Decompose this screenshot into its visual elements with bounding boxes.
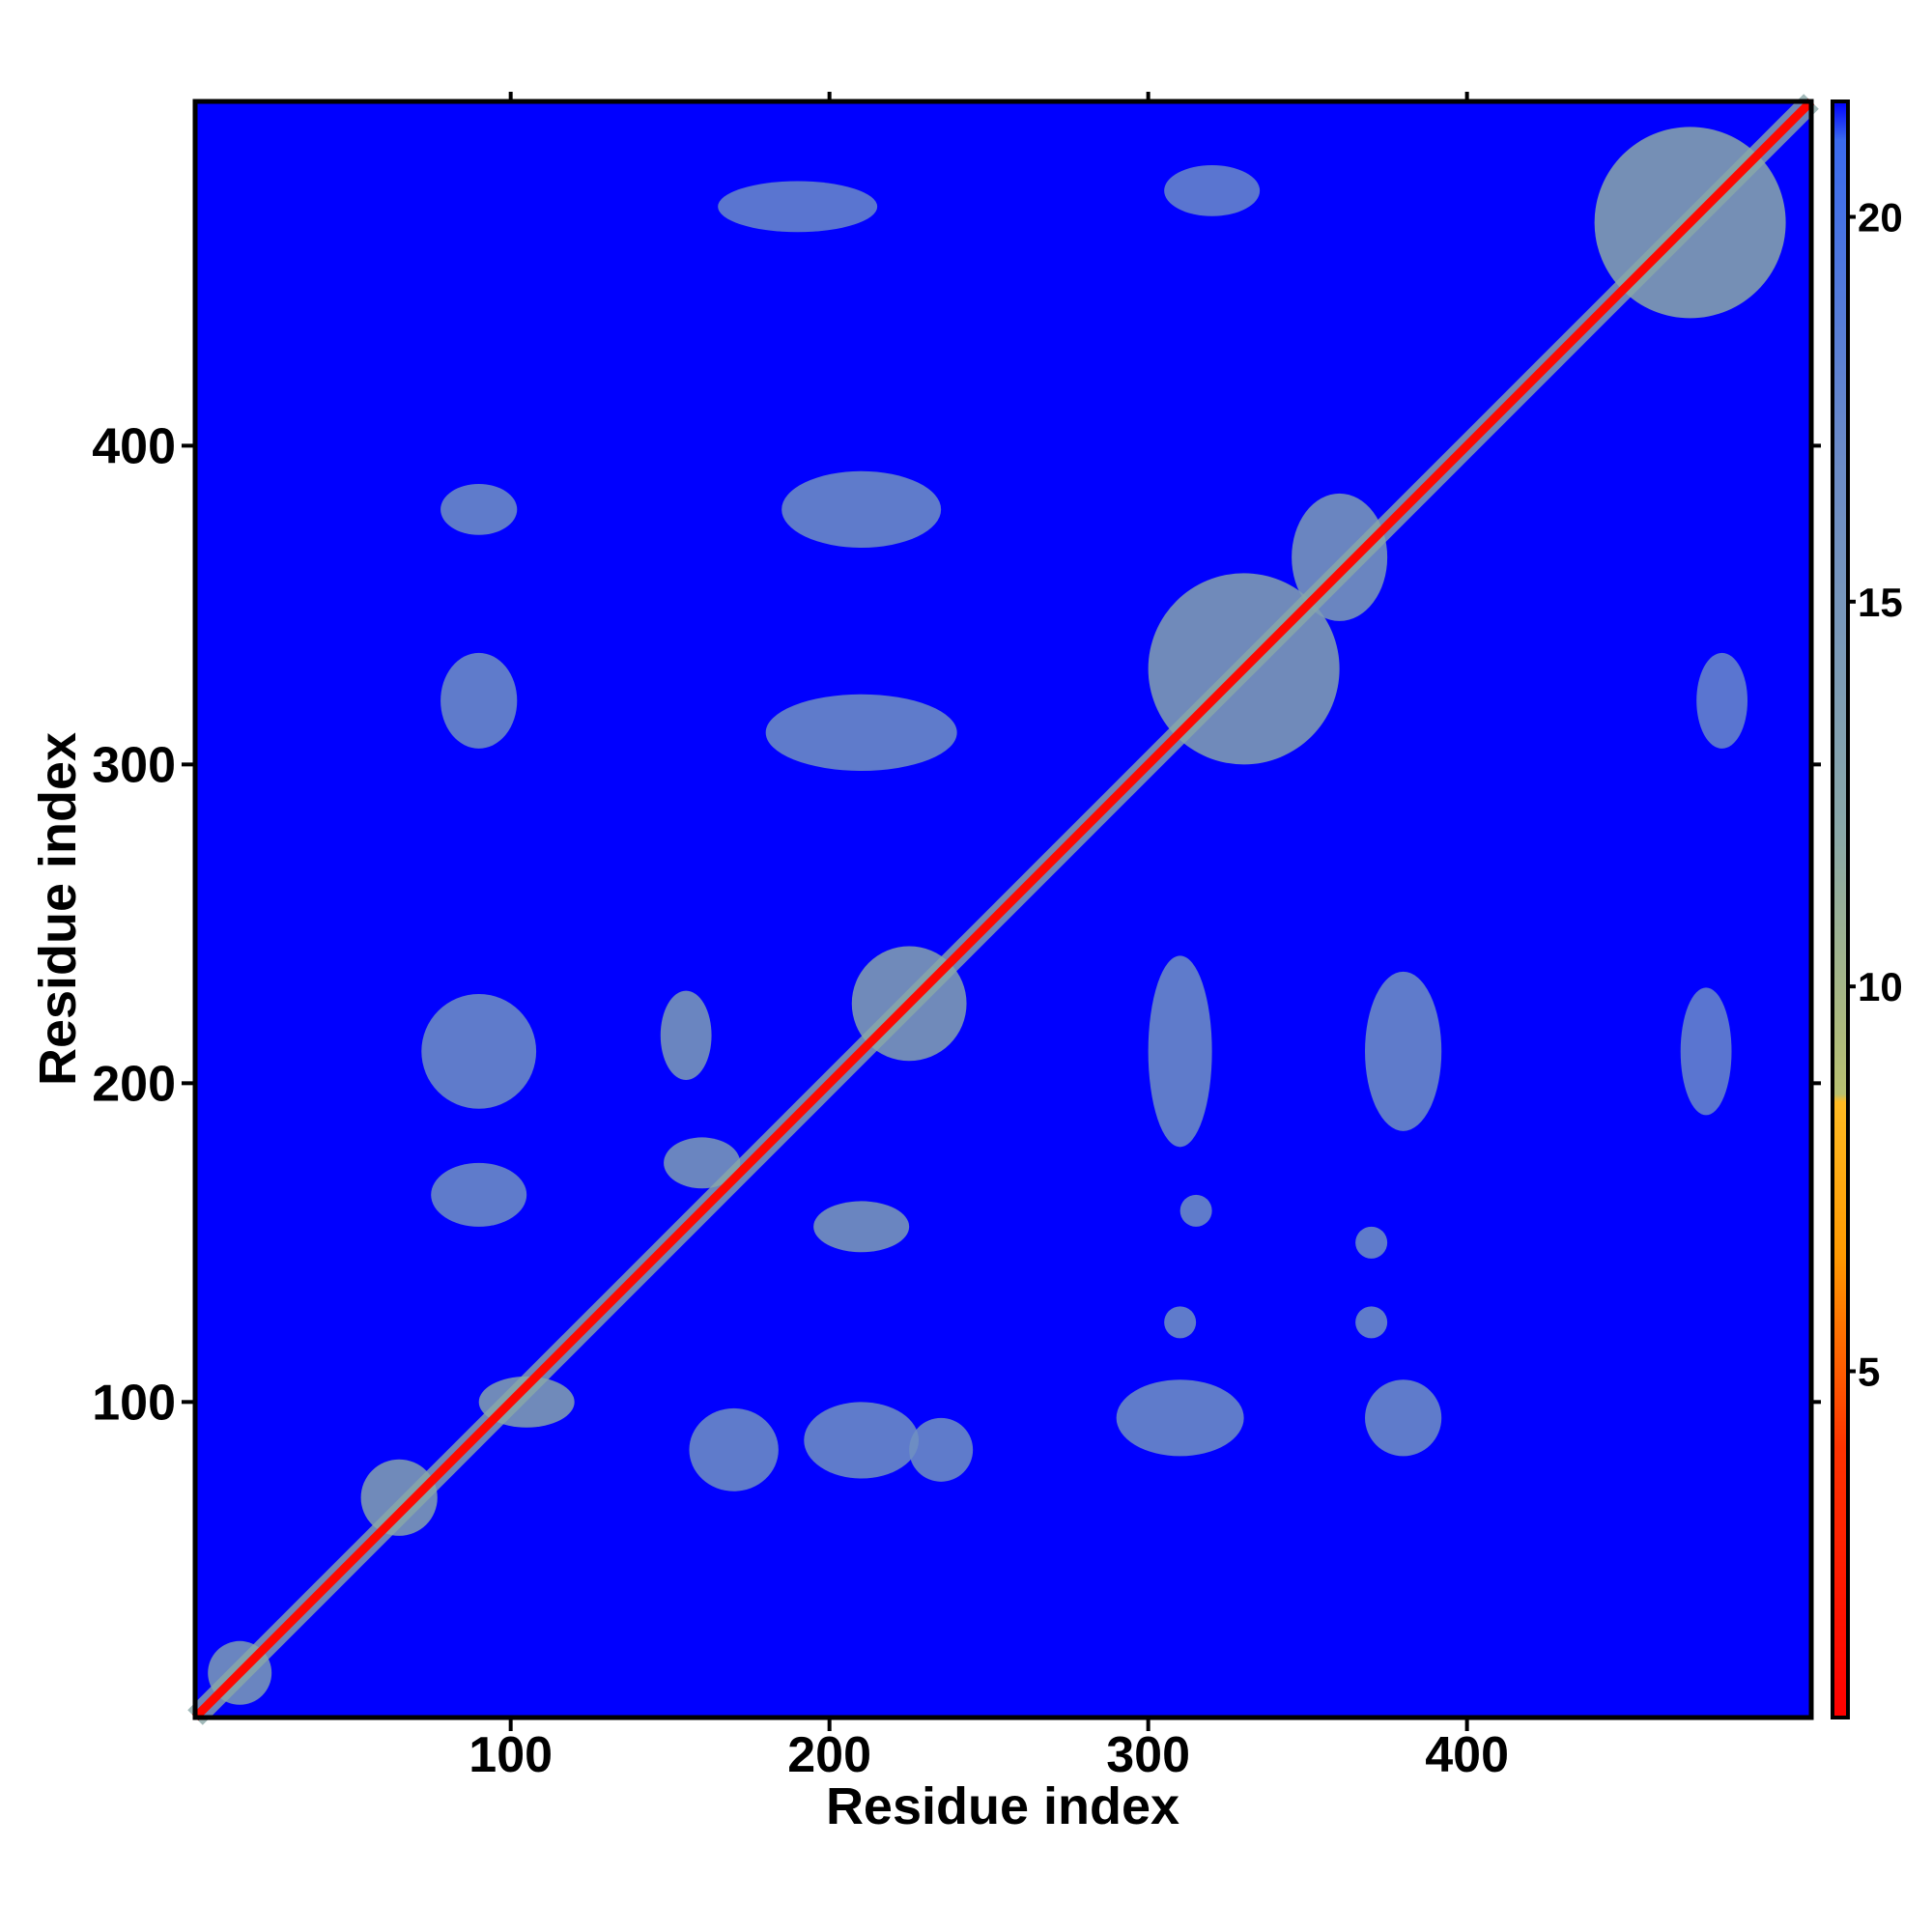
contact-cluster <box>1164 1306 1197 1339</box>
contact-cluster <box>1179 1194 1212 1227</box>
contact-cluster <box>1355 1306 1388 1339</box>
x-tick-label: 400 <box>1425 1727 1509 1783</box>
contact-cluster <box>781 470 942 548</box>
contact-cluster <box>440 652 518 749</box>
y-tick-label: 100 <box>92 1375 176 1431</box>
contact-cluster <box>804 1402 920 1479</box>
y-tick-label: 300 <box>92 737 176 793</box>
diagonal-band <box>191 98 1815 1721</box>
contact-cluster <box>664 1137 741 1189</box>
x-axis: 100 200 300 400 <box>469 92 1509 1783</box>
contact-cluster <box>765 694 957 771</box>
colorbar-tick-label: 10 <box>1858 964 1903 1009</box>
colorbar-tick-label: 20 <box>1858 195 1903 241</box>
contact-cluster <box>421 993 537 1109</box>
contact-cluster <box>689 1407 779 1492</box>
contact-cluster <box>1365 971 1442 1131</box>
contact-cluster <box>718 181 878 233</box>
x-tick-label: 300 <box>1106 1727 1190 1783</box>
y-axis: 100 200 300 400 <box>92 418 1821 1431</box>
y-tick-label: 400 <box>92 418 176 474</box>
contact-cluster <box>660 990 712 1081</box>
x-tick-label: 200 <box>787 1727 871 1783</box>
contact-cluster <box>440 483 518 535</box>
contact-cluster <box>1116 1379 1244 1457</box>
contact-cluster <box>431 1162 527 1227</box>
colorbar-tick-label: 5 <box>1858 1350 1880 1395</box>
x-axis-title: Residue index <box>826 1777 1179 1835</box>
contact-cluster <box>813 1201 910 1253</box>
contact-cluster <box>1355 1226 1388 1259</box>
x-tick-label: 100 <box>469 1727 553 1783</box>
colorbar-ticks: 5 10 15 20 <box>1848 195 1903 1395</box>
contact-cluster <box>1164 164 1261 216</box>
colorbar-tick-label: 15 <box>1858 580 1903 625</box>
y-axis-title: Residue index <box>29 732 87 1086</box>
contact-clusters <box>208 127 1786 1705</box>
contact-cluster <box>1696 652 1748 749</box>
colorbar <box>1831 99 1850 1719</box>
contact-cluster <box>1148 955 1212 1148</box>
y-tick-label: 200 <box>92 1056 176 1112</box>
contact-cluster <box>909 1417 974 1482</box>
contact-cluster <box>1680 987 1732 1116</box>
plot-frame <box>192 99 1814 1720</box>
contact-cluster <box>1365 1379 1442 1457</box>
contact-cluster <box>360 1459 438 1536</box>
